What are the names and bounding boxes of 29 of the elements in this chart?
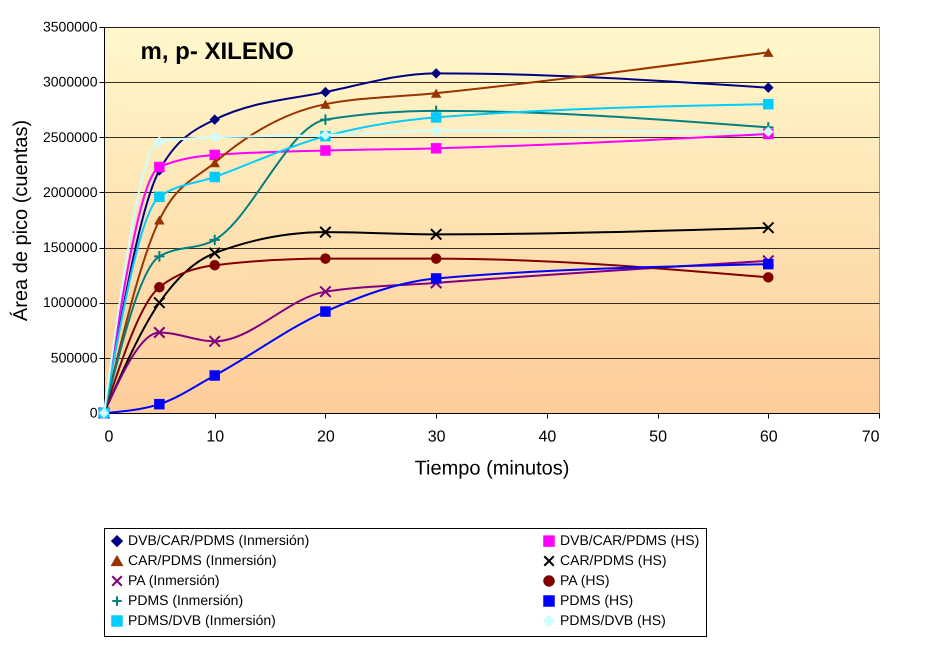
legend-label: DVB/CAR/PDMS (Inmersión) — [128, 532, 310, 548]
y-tick-label: 2000000 — [42, 184, 98, 200]
x-tick-label: 30 — [428, 428, 446, 446]
legend-label: PDMS/DVB (HS) — [560, 612, 666, 628]
y-tick-label: 2500000 — [42, 128, 98, 145]
y-tick-label: 1500000 — [42, 239, 98, 256]
x-axis-title: Tiempo (minutos) — [414, 458, 570, 480]
x-tick-label: 60 — [760, 428, 778, 446]
y-tick-label: 500000 — [50, 349, 98, 366]
legend-label: PA (Inmersión) — [128, 572, 220, 588]
x-tick-label: 50 — [649, 428, 668, 446]
y-tick-label: 3500000 — [42, 18, 98, 34]
text: m, p- XILENO — [140, 38, 294, 65]
legend-label: PDMS (HS) — [560, 592, 634, 608]
legend-label: CAR/PDMS (HS) — [560, 552, 667, 568]
x-tick-label: 70 — [862, 428, 880, 446]
legend-label: CAR/PDMS (Inmersión) — [128, 552, 277, 568]
y-axis-title: Área de pico (cuentas) — [8, 120, 32, 322]
legend-label: PA (HS) — [560, 572, 610, 588]
x-tick-label: 40 — [538, 428, 556, 446]
legend-label: PDMS (Inmersión) — [128, 592, 244, 608]
x-tick-label: 20 — [317, 428, 335, 446]
legend-label: PDMS/DVB (Inmersión) — [128, 612, 276, 628]
x-tick-label: 10 — [206, 428, 224, 446]
y-tick-label: 1000000 — [42, 294, 98, 310]
y-tick-label: 0 — [90, 404, 98, 420]
y-tick-label: 3000000 — [42, 74, 98, 90]
legend-label: DVB/CAR/PDMS (HS) — [560, 532, 700, 548]
x-tick-label: 0 — [104, 428, 114, 446]
